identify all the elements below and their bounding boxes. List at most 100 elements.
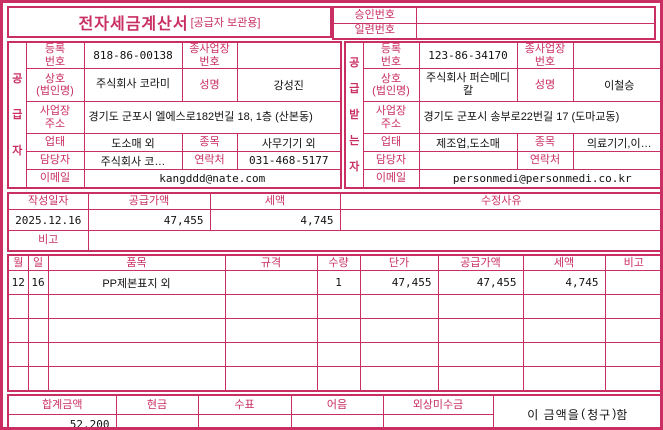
item-spec xyxy=(224,342,318,368)
item-month xyxy=(7,366,29,392)
claim-note: 이 금액을 청구함 xyxy=(492,394,660,427)
credit-label: 외상미수금 xyxy=(382,394,494,416)
item-name xyxy=(47,294,226,320)
buyer-company-value: 주식회사 퍼슨메디칼 xyxy=(418,68,518,103)
total-amount-value: 52,200 xyxy=(7,414,117,427)
revision-reason-value xyxy=(339,209,660,232)
supplier-subbiz-value xyxy=(236,41,342,70)
supply-amount-value: 47,455 xyxy=(87,209,211,232)
supplier-reg-label: 등록 번호 xyxy=(25,41,85,70)
supplier-manager-label: 담당자 xyxy=(25,151,85,171)
item-qty xyxy=(316,366,361,392)
item-month xyxy=(7,318,29,344)
buyer-contact-value xyxy=(572,151,660,171)
supplier-address-value: 경기도 군포시 엘에스로182번길 18, 1층 (산본동) xyxy=(83,101,342,135)
supplier-bizitem-value: 사무기기 외 xyxy=(236,133,342,153)
buyer-bizitem-label: 종목 xyxy=(516,133,574,153)
item-qty xyxy=(316,342,361,368)
item-supply xyxy=(437,318,524,344)
approval-number-value xyxy=(415,6,656,24)
item-supply: 47,455 xyxy=(437,270,524,296)
totals-table: 합계금액 현금 수표 어음 외상미수금 이 금액을 청구함 52,200 xyxy=(7,393,660,427)
buyer-ceo-label: 성명 xyxy=(516,68,574,103)
item-row xyxy=(7,318,660,344)
approval-number-label: 승인번호 xyxy=(332,6,417,24)
revision-reason-label: 수정사유 xyxy=(339,192,660,211)
item-unit-price xyxy=(359,366,439,392)
supplier-address-label: 사업장 주소 xyxy=(25,101,85,135)
parties-section: 공급자 등록 번호 818-86-00138 종사업장 번호 상호 (법인명) … xyxy=(7,41,660,189)
supplier-company-label: 상호 (법인명) xyxy=(25,68,85,103)
buyer-contact-label: 연락처 xyxy=(516,151,574,171)
header-band: 전자세금계산서 [공급자 보관용] 승인번호 일련번호 xyxy=(7,6,656,40)
issue-date-label: 작성일자 xyxy=(7,192,89,211)
items-header-name: 품목 xyxy=(47,254,226,272)
items-header-tax: 세액 xyxy=(522,254,606,272)
item-name: PP제본표지 외 xyxy=(47,270,226,296)
item-row: 12 16 PP제본표지 외 1 47,455 47,455 4,745 xyxy=(7,270,660,296)
buyer-ceo-value: 이철승 xyxy=(572,68,660,103)
item-supply xyxy=(437,294,524,320)
item-name xyxy=(47,318,226,344)
remark-value xyxy=(87,230,660,252)
buyer-reg-label: 등록 번호 xyxy=(362,41,420,70)
item-day: 16 xyxy=(27,270,49,296)
supplier-email-label: 이메일 xyxy=(25,169,85,189)
item-qty xyxy=(316,318,361,344)
item-spec xyxy=(224,294,318,320)
item-unit-price: 47,455 xyxy=(359,270,439,296)
item-month: 12 xyxy=(7,270,29,296)
buyer-address-label: 사업장 주소 xyxy=(362,101,420,135)
item-day xyxy=(27,342,49,368)
invoice-title-sub: [공급자 보관용] xyxy=(190,17,261,29)
items-header-day: 일 xyxy=(27,254,49,272)
supplier-biztype-label: 업태 xyxy=(25,133,85,153)
buyer-email-value: personmedi@personmedi.co.kr xyxy=(418,169,660,189)
buyer-biztype-label: 업태 xyxy=(362,133,420,153)
buyer-company-label: 상호 (법인명) xyxy=(362,68,420,103)
item-row xyxy=(7,294,660,320)
invoice-title: 전자세금계산서 [공급자 보관용] xyxy=(7,6,332,38)
approval-table: 승인번호 일련번호 xyxy=(332,6,656,40)
claim-note-method: 청구 xyxy=(581,406,617,423)
item-day xyxy=(27,294,49,320)
claim-note-suffix: 함 xyxy=(616,408,629,423)
bill-label: 어음 xyxy=(290,394,384,416)
buyer-band-label: 공급받는자 xyxy=(344,41,364,189)
buyer-manager-label: 담당자 xyxy=(362,151,420,171)
items-header-month: 월 xyxy=(7,254,29,272)
item-tax xyxy=(522,294,606,320)
item-month xyxy=(7,294,29,320)
supplier-company-value: 주식회사 코라미 xyxy=(83,68,183,103)
summary-table: 작성일자 공급가액 세액 수정사유 2025.12.16 47,455 4,74… xyxy=(7,191,660,252)
item-row xyxy=(7,342,660,368)
items-header-qty: 수량 xyxy=(316,254,361,272)
invoice-title-main: 전자세금계산서 xyxy=(78,16,189,33)
item-row xyxy=(7,366,660,392)
item-note xyxy=(604,270,660,296)
tax-amount-label: 세액 xyxy=(209,192,341,211)
item-note xyxy=(604,342,660,368)
item-supply xyxy=(437,342,524,368)
serial-number-label: 일련번호 xyxy=(332,22,417,40)
claim-note-prefix: 이 금액을 xyxy=(527,408,580,423)
item-spec xyxy=(224,270,318,296)
item-spec xyxy=(224,318,318,344)
supplier-reg-value: 818-86-00138 xyxy=(83,41,183,70)
supplier-table: 공급자 등록 번호 818-86-00138 종사업장 번호 상호 (법인명) … xyxy=(7,41,342,189)
items-header-supply: 공급가액 xyxy=(437,254,524,272)
item-qty xyxy=(316,294,361,320)
check-label: 수표 xyxy=(197,394,292,416)
remark-label: 비고 xyxy=(7,230,89,252)
items-header-note: 비고 xyxy=(604,254,660,272)
supply-amount-label: 공급가액 xyxy=(87,192,211,211)
buyer-subbiz-label: 종사업장 번호 xyxy=(516,41,574,70)
item-day xyxy=(27,366,49,392)
buyer-biztype-value: 제조업,도소매 xyxy=(418,133,518,153)
item-day xyxy=(27,318,49,344)
items-table: 월 일 품목 규격 수량 단가 공급가액 세액 비고 12 16 PP제본표지 … xyxy=(7,253,660,392)
item-qty: 1 xyxy=(316,270,361,296)
item-spec xyxy=(224,366,318,392)
item-month xyxy=(7,342,29,368)
